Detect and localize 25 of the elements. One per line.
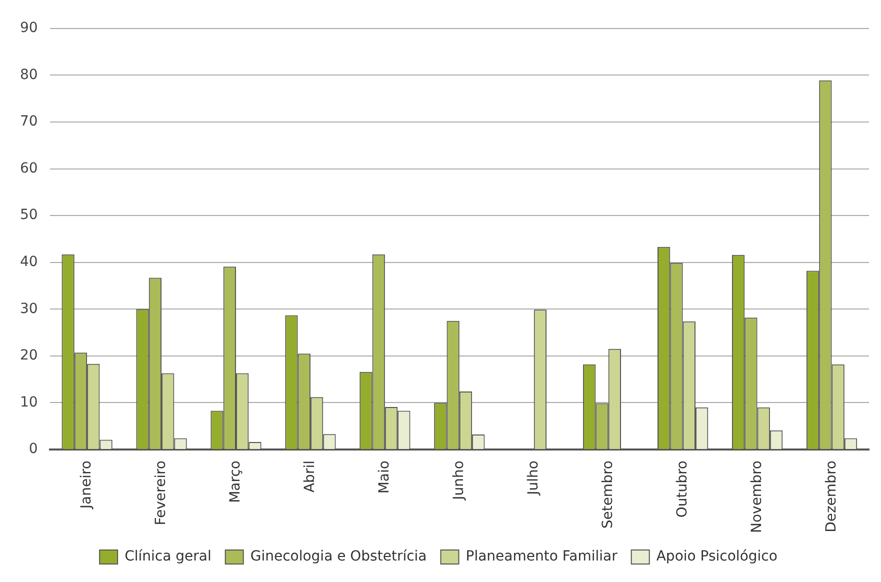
x-tick-label: Setembro: [600, 460, 616, 529]
legend-label: Planeamento Familiar: [466, 548, 618, 565]
x-tick-label: Março: [228, 460, 244, 503]
y-tick-label: 80: [20, 66, 38, 83]
y-tick-label: 0: [28, 441, 38, 458]
y-tick-label: 40: [20, 254, 38, 270]
x-tick-label: Junho: [451, 460, 468, 501]
x-tick-label: Julho: [526, 460, 542, 496]
y-tick-label: 60: [20, 160, 38, 176]
legend-label: Apoio Psicológico: [656, 548, 778, 565]
y-tick-label: 20: [20, 348, 38, 364]
legend-label: Clínica geral: [124, 548, 212, 565]
x-tick-label: Fevereiro: [153, 460, 170, 526]
legend-label: Ginecologia e Obstetrícia: [250, 548, 427, 565]
x-tick-label: Outubro: [674, 460, 690, 518]
x-tick-label: Janeiro: [78, 460, 95, 510]
y-tick-label: 90: [20, 20, 38, 36]
x-tick-label: Novembro: [748, 460, 765, 534]
x-tick-label: Dezembro: [823, 460, 840, 532]
y-tick-label: 10: [20, 394, 38, 410]
y-tick-label: 70: [20, 114, 38, 130]
x-tick-label: Maio: [376, 460, 393, 494]
x-tick-label: Abril: [302, 460, 318, 493]
y-tick-label: 50: [20, 207, 38, 224]
y-tick-label: 30: [20, 300, 38, 317]
